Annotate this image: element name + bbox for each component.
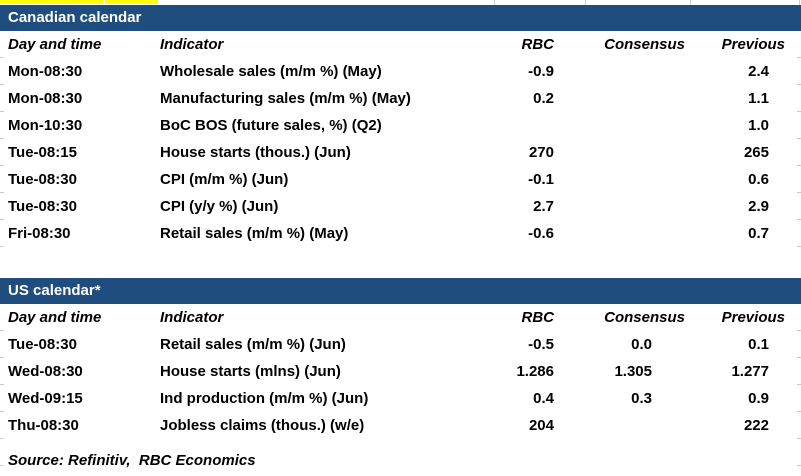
cell-consensus [554, 220, 685, 247]
col-header-rbc: RBC [521, 36, 555, 53]
cell-rbc: -0.6 [528, 225, 554, 242]
column-gridline [585, 0, 586, 5]
cell-previous: 2.4 [748, 63, 769, 80]
col-header-day-and-time: Day and time [8, 309, 102, 326]
cell-indicator: Wholesale sales (m/m %) (May) [160, 63, 382, 80]
table-row: Wed-08:30 House starts (mlns) (Jun) 1.28… [0, 358, 785, 385]
cell-rbc: 270 [528, 144, 554, 161]
cell-rbc: 0.4 [533, 390, 554, 407]
canadian-calendar-section: Canadian calendar Day and time Indicator… [0, 5, 801, 247]
row-gridline-ticks [797, 304, 801, 466]
row-gridline-ticks [0, 31, 4, 248]
col-header-indicator: Indicator [160, 309, 224, 326]
col-header-indicator: Indicator [160, 36, 224, 53]
cell-consensus [554, 193, 685, 220]
cell-consensus [554, 139, 685, 166]
row-gridline-ticks [0, 304, 4, 466]
col-header-consensus: Consensus [604, 36, 685, 53]
col-header-previous: Previous [721, 36, 785, 53]
table-row: Mon-08:30 Manufacturing sales (m/m %) (M… [0, 85, 785, 112]
cell-indicator: Ind production (m/m %) (Jun) [160, 390, 369, 407]
col-header-previous: Previous [721, 309, 785, 326]
us-section-title: US calendar* [8, 282, 101, 299]
cell-consensus: 0.0 [631, 336, 652, 353]
cell-day: Tue-08:30 [8, 336, 77, 353]
cell-rbc: 204 [528, 417, 554, 434]
column-header-row: Day and time Indicator RBC Consensus Pre… [0, 304, 785, 331]
cell-rbc [494, 112, 554, 139]
cell-previous: 222 [743, 417, 769, 434]
cell-previous: 2.9 [748, 198, 769, 215]
table-row: Tue-08:30 CPI (m/m %) (Jun) -0.1 0.6 [0, 166, 785, 193]
cell-indicator: CPI (m/m %) (Jun) [160, 171, 289, 188]
cell-rbc: -0.9 [528, 63, 554, 80]
cell-indicator: House starts (thous.) (Jun) [160, 144, 351, 161]
cell-consensus: 0.3 [631, 390, 652, 407]
cell-indicator: BoC BOS (future sales, %) (Q2) [160, 117, 382, 134]
column-header-row: Day and time Indicator RBC Consensus Pre… [0, 31, 785, 58]
cell-rbc: -0.5 [528, 336, 554, 353]
cell-indicator: Retail sales (m/m %) (May) [160, 225, 349, 242]
cell-indicator: Manufacturing sales (m/m %) (May) [160, 90, 411, 107]
cell-consensus: 1.305 [614, 363, 652, 380]
cell-previous: 265 [743, 144, 769, 161]
canadian-calendar-table: Day and time Indicator RBC Consensus Pre… [0, 31, 785, 247]
cell-rbc: -0.1 [528, 171, 554, 188]
column-gridline [690, 0, 691, 5]
cell-indicator: House starts (mlns) (Jun) [160, 363, 341, 380]
cell-day: Mon-08:30 [8, 90, 83, 107]
table-row: Thu-08:30 Jobless claims (thous.) (w/e) … [0, 412, 785, 439]
table-row: Mon-08:30 Wholesale sales (m/m %) (May) … [0, 58, 785, 85]
cell-indicator: Jobless claims (thous.) (w/e) [160, 417, 365, 434]
table-row: Tue-08:30 CPI (y/y %) (Jun) 2.7 2.9 [0, 193, 785, 220]
row-gridline-ticks [797, 31, 801, 248]
cell-day: Wed-09:15 [8, 390, 83, 407]
cell-day: Thu-08:30 [8, 417, 79, 434]
cell-gridline [103, 0, 105, 4]
source-note: Source: Refinitiv, RBC Economics [8, 452, 256, 469]
cell-previous: 0.7 [748, 225, 769, 242]
table-row: Tue-08:30 Retail sales (m/m %) (Jun) -0.… [0, 331, 785, 358]
table-row: Fri-08:30 Retail sales (m/m %) (May) -0.… [0, 220, 785, 247]
us-section-header-bar: US calendar* [0, 278, 801, 304]
cell-previous: 0.9 [748, 390, 769, 407]
table-row: Mon-10:30 BoC BOS (future sales, %) (Q2)… [0, 112, 785, 139]
col-header-day-and-time: Day and time [8, 36, 102, 53]
cell-indicator: Retail sales (m/m %) (Jun) [160, 336, 346, 353]
us-calendar-section: US calendar* Day and time Indicator RBC … [0, 278, 801, 439]
cell-day: Fri-08:30 [8, 225, 71, 242]
cell-day: Wed-08:30 [8, 363, 83, 380]
cell-rbc: 0.2 [533, 90, 554, 107]
table-row: Wed-09:15 Ind production (m/m %) (Jun) 0… [0, 385, 785, 412]
cell-previous: 0.1 [748, 336, 769, 353]
cell-previous: 1.277 [731, 363, 769, 380]
cell-consensus [554, 58, 685, 85]
cell-rbc: 1.286 [516, 363, 554, 380]
table-row: Tue-08:15 House starts (thous.) (Jun) 27… [0, 139, 785, 166]
col-header-rbc: RBC [521, 309, 555, 326]
canadian-section-header-bar: Canadian calendar [0, 5, 801, 31]
cell-day: Mon-08:30 [8, 63, 83, 80]
col-header-consensus: Consensus [604, 309, 685, 326]
cell-consensus [554, 412, 685, 439]
cell-previous: 0.6 [748, 171, 769, 188]
canadian-section-title: Canadian calendar [8, 9, 142, 26]
cell-consensus [554, 112, 685, 139]
column-gridline [494, 0, 495, 5]
cell-indicator: CPI (y/y %) (Jun) [160, 198, 279, 215]
cell-previous: 1.1 [748, 90, 769, 107]
yellow-highlight-cell [0, 0, 158, 4]
cell-rbc: 2.7 [533, 198, 554, 215]
cell-day: Tue-08:30 [8, 198, 77, 215]
cell-day: Mon-10:30 [8, 117, 83, 134]
column-gridline [799, 0, 800, 5]
cell-consensus [554, 166, 685, 193]
spreadsheet-top-strip [0, 0, 801, 5]
cell-previous: 1.0 [748, 117, 769, 134]
cell-day: Tue-08:30 [8, 171, 77, 188]
cell-day: Tue-08:15 [8, 144, 77, 161]
us-calendar-table: Day and time Indicator RBC Consensus Pre… [0, 304, 785, 439]
cell-consensus [554, 85, 685, 112]
